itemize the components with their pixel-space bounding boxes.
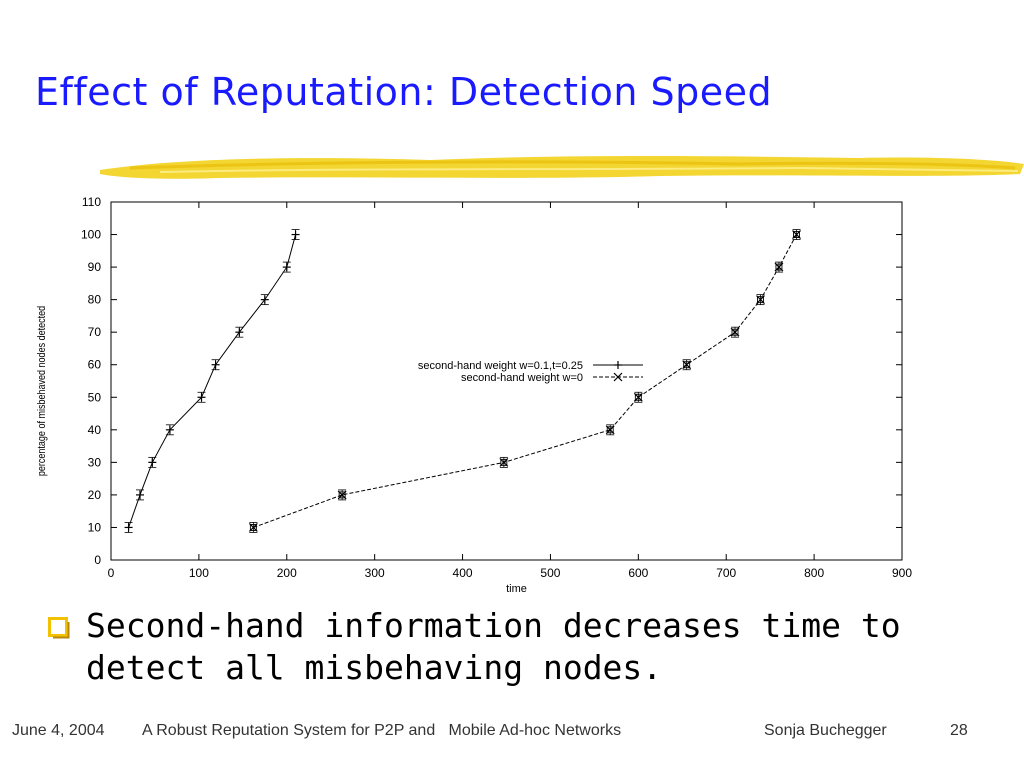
data-point-box [249,524,257,531]
data-point-marker [613,372,623,382]
x-tick-label: 0 [108,566,115,580]
y-axis-label: percentage of misbehaved nodes detected [36,306,48,476]
legend-label: second-hand weight w=0 [461,372,583,384]
data-point-box [606,426,614,434]
y-tick-label: 100 [81,228,101,242]
bullet-text: Second-hand information decreases time t… [86,606,901,687]
x-tick-label: 600 [628,566,648,580]
series-line-1 [128,234,297,528]
footer-date: June 4, 2004 [12,722,105,739]
x-axis-label: time [506,583,527,595]
x-tick-label: 500 [540,566,560,580]
y-tick-label: 90 [88,260,102,274]
y-tick-label: 40 [88,423,102,437]
footer-page-number: 28 [950,722,968,739]
x-tick-label: 100 [189,566,209,580]
legend-label: second-hand weight w=0.1,t=0.25 [418,360,583,372]
detection-speed-chart: 0 100 200 300 400 500 600 700 800 900 0 10 20 30 40 50 6… [0,185,1024,600]
footer-talk-title: A Robust Reputation System for P2P and M… [142,722,622,739]
series-line-2 [253,234,797,528]
footer-author: Sonja Buchegger [764,722,887,739]
y-tick-label: 110 [82,195,101,209]
y-tick-label: 80 [88,293,102,307]
data-point-box [338,491,346,499]
y-tick-label: 10 [88,520,102,534]
data-point-box [500,458,508,466]
y-tick-label: 30 [88,455,102,469]
y-tick-label: 20 [88,488,102,502]
y-tick-label: 60 [88,358,102,372]
chart-svg: 0 100 200 300 400 500 600 700 800 900 0 10 20 30 40 50 6… [36,195,912,595]
plot-frame [110,201,903,561]
data-point-box [683,361,691,369]
data-point-box [793,231,800,238]
x-tick-label: 800 [804,566,824,580]
data-point-box [757,296,764,304]
y-tick-label: 50 [88,390,102,404]
slide-title: Effect of Reputation: Detection Speed [35,70,773,114]
data-point-box [731,328,739,336]
x-tick-label: 900 [892,566,912,580]
checkbox-bullet-icon [48,617,70,639]
x-tick-label: 300 [365,566,385,580]
x-tick-label: 200 [277,566,297,580]
x-tick-label: 700 [716,566,736,580]
data-point-box [634,393,642,401]
data-point-box [775,263,783,271]
y-tick-label: 0 [94,553,101,567]
highlighter-stroke-divider [100,156,1024,179]
y-tick-label: 70 [88,325,102,339]
x-tick-label: 400 [453,566,473,580]
